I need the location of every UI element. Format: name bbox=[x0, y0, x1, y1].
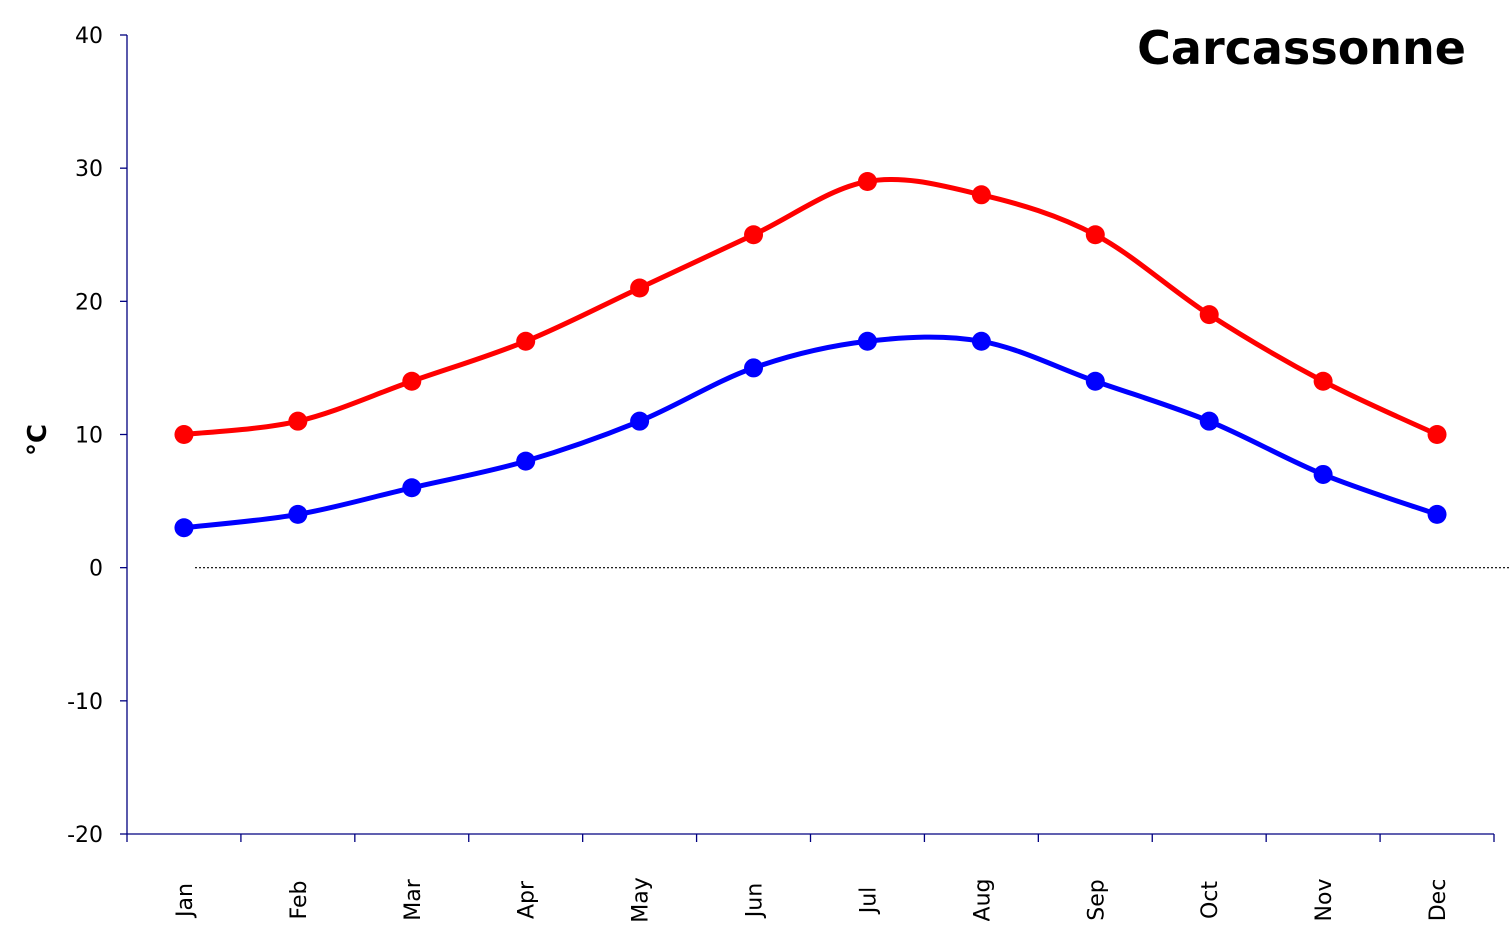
x-tick-label: Mar bbox=[401, 878, 426, 920]
data-point bbox=[288, 504, 308, 524]
y-tick-label: 30 bbox=[75, 157, 103, 182]
data-point bbox=[402, 371, 422, 391]
x-tick-label: Sep bbox=[1084, 879, 1109, 920]
x-tick-label: Jan bbox=[173, 883, 198, 919]
data-point bbox=[174, 518, 194, 538]
data-point bbox=[630, 411, 650, 431]
data-point bbox=[174, 425, 194, 444]
y-axis-title: °C bbox=[23, 424, 53, 456]
data-point bbox=[516, 451, 536, 471]
axes bbox=[120, 34, 1495, 842]
chart-title: Carcassonne bbox=[1137, 21, 1466, 75]
data-point bbox=[630, 278, 650, 298]
x-tick-label: Dec bbox=[1426, 879, 1451, 921]
data-point bbox=[1313, 371, 1333, 391]
x-tick-label: Nov bbox=[1312, 879, 1337, 921]
y-tick-label: 0 bbox=[89, 557, 103, 582]
data-point bbox=[971, 185, 991, 205]
data-point bbox=[857, 331, 877, 351]
y-tick-label: -20 bbox=[67, 823, 103, 848]
x-tick-label: Jul bbox=[856, 887, 881, 916]
data-point bbox=[971, 331, 991, 351]
y-tick-label: -10 bbox=[67, 690, 103, 715]
x-tick-label: May bbox=[629, 877, 654, 921]
data-point bbox=[1085, 225, 1105, 245]
y-tick-label: 20 bbox=[75, 290, 103, 315]
data-point bbox=[744, 225, 764, 245]
labels-layer: -20 -10 0 10 20 30 40 Jan Feb Mar Apr May Jun Jul Aug S… bbox=[67, 24, 1451, 923]
data-point bbox=[288, 411, 308, 431]
data-point bbox=[1085, 371, 1105, 391]
x-tick-label: Oct bbox=[1198, 881, 1223, 919]
series-line-0 bbox=[181, 176, 1440, 437]
data-point bbox=[1199, 305, 1219, 325]
series-line-1 bbox=[181, 334, 1440, 531]
data-point bbox=[516, 331, 536, 351]
x-tick-label: Jun bbox=[743, 883, 768, 919]
data-point bbox=[402, 478, 422, 498]
data-point bbox=[857, 171, 877, 191]
data-point bbox=[744, 358, 764, 378]
x-tick-label: Apr bbox=[515, 880, 540, 919]
y-tick-label: 40 bbox=[75, 24, 103, 49]
data-point bbox=[1199, 411, 1219, 431]
series-layer bbox=[174, 171, 1447, 538]
x-tick-label: Aug bbox=[970, 879, 995, 921]
x-tick-label: Feb bbox=[287, 881, 312, 920]
data-point bbox=[1313, 464, 1333, 484]
data-point bbox=[1427, 504, 1447, 524]
y-tick-label: 10 bbox=[75, 424, 103, 449]
data-point bbox=[1427, 425, 1447, 444]
